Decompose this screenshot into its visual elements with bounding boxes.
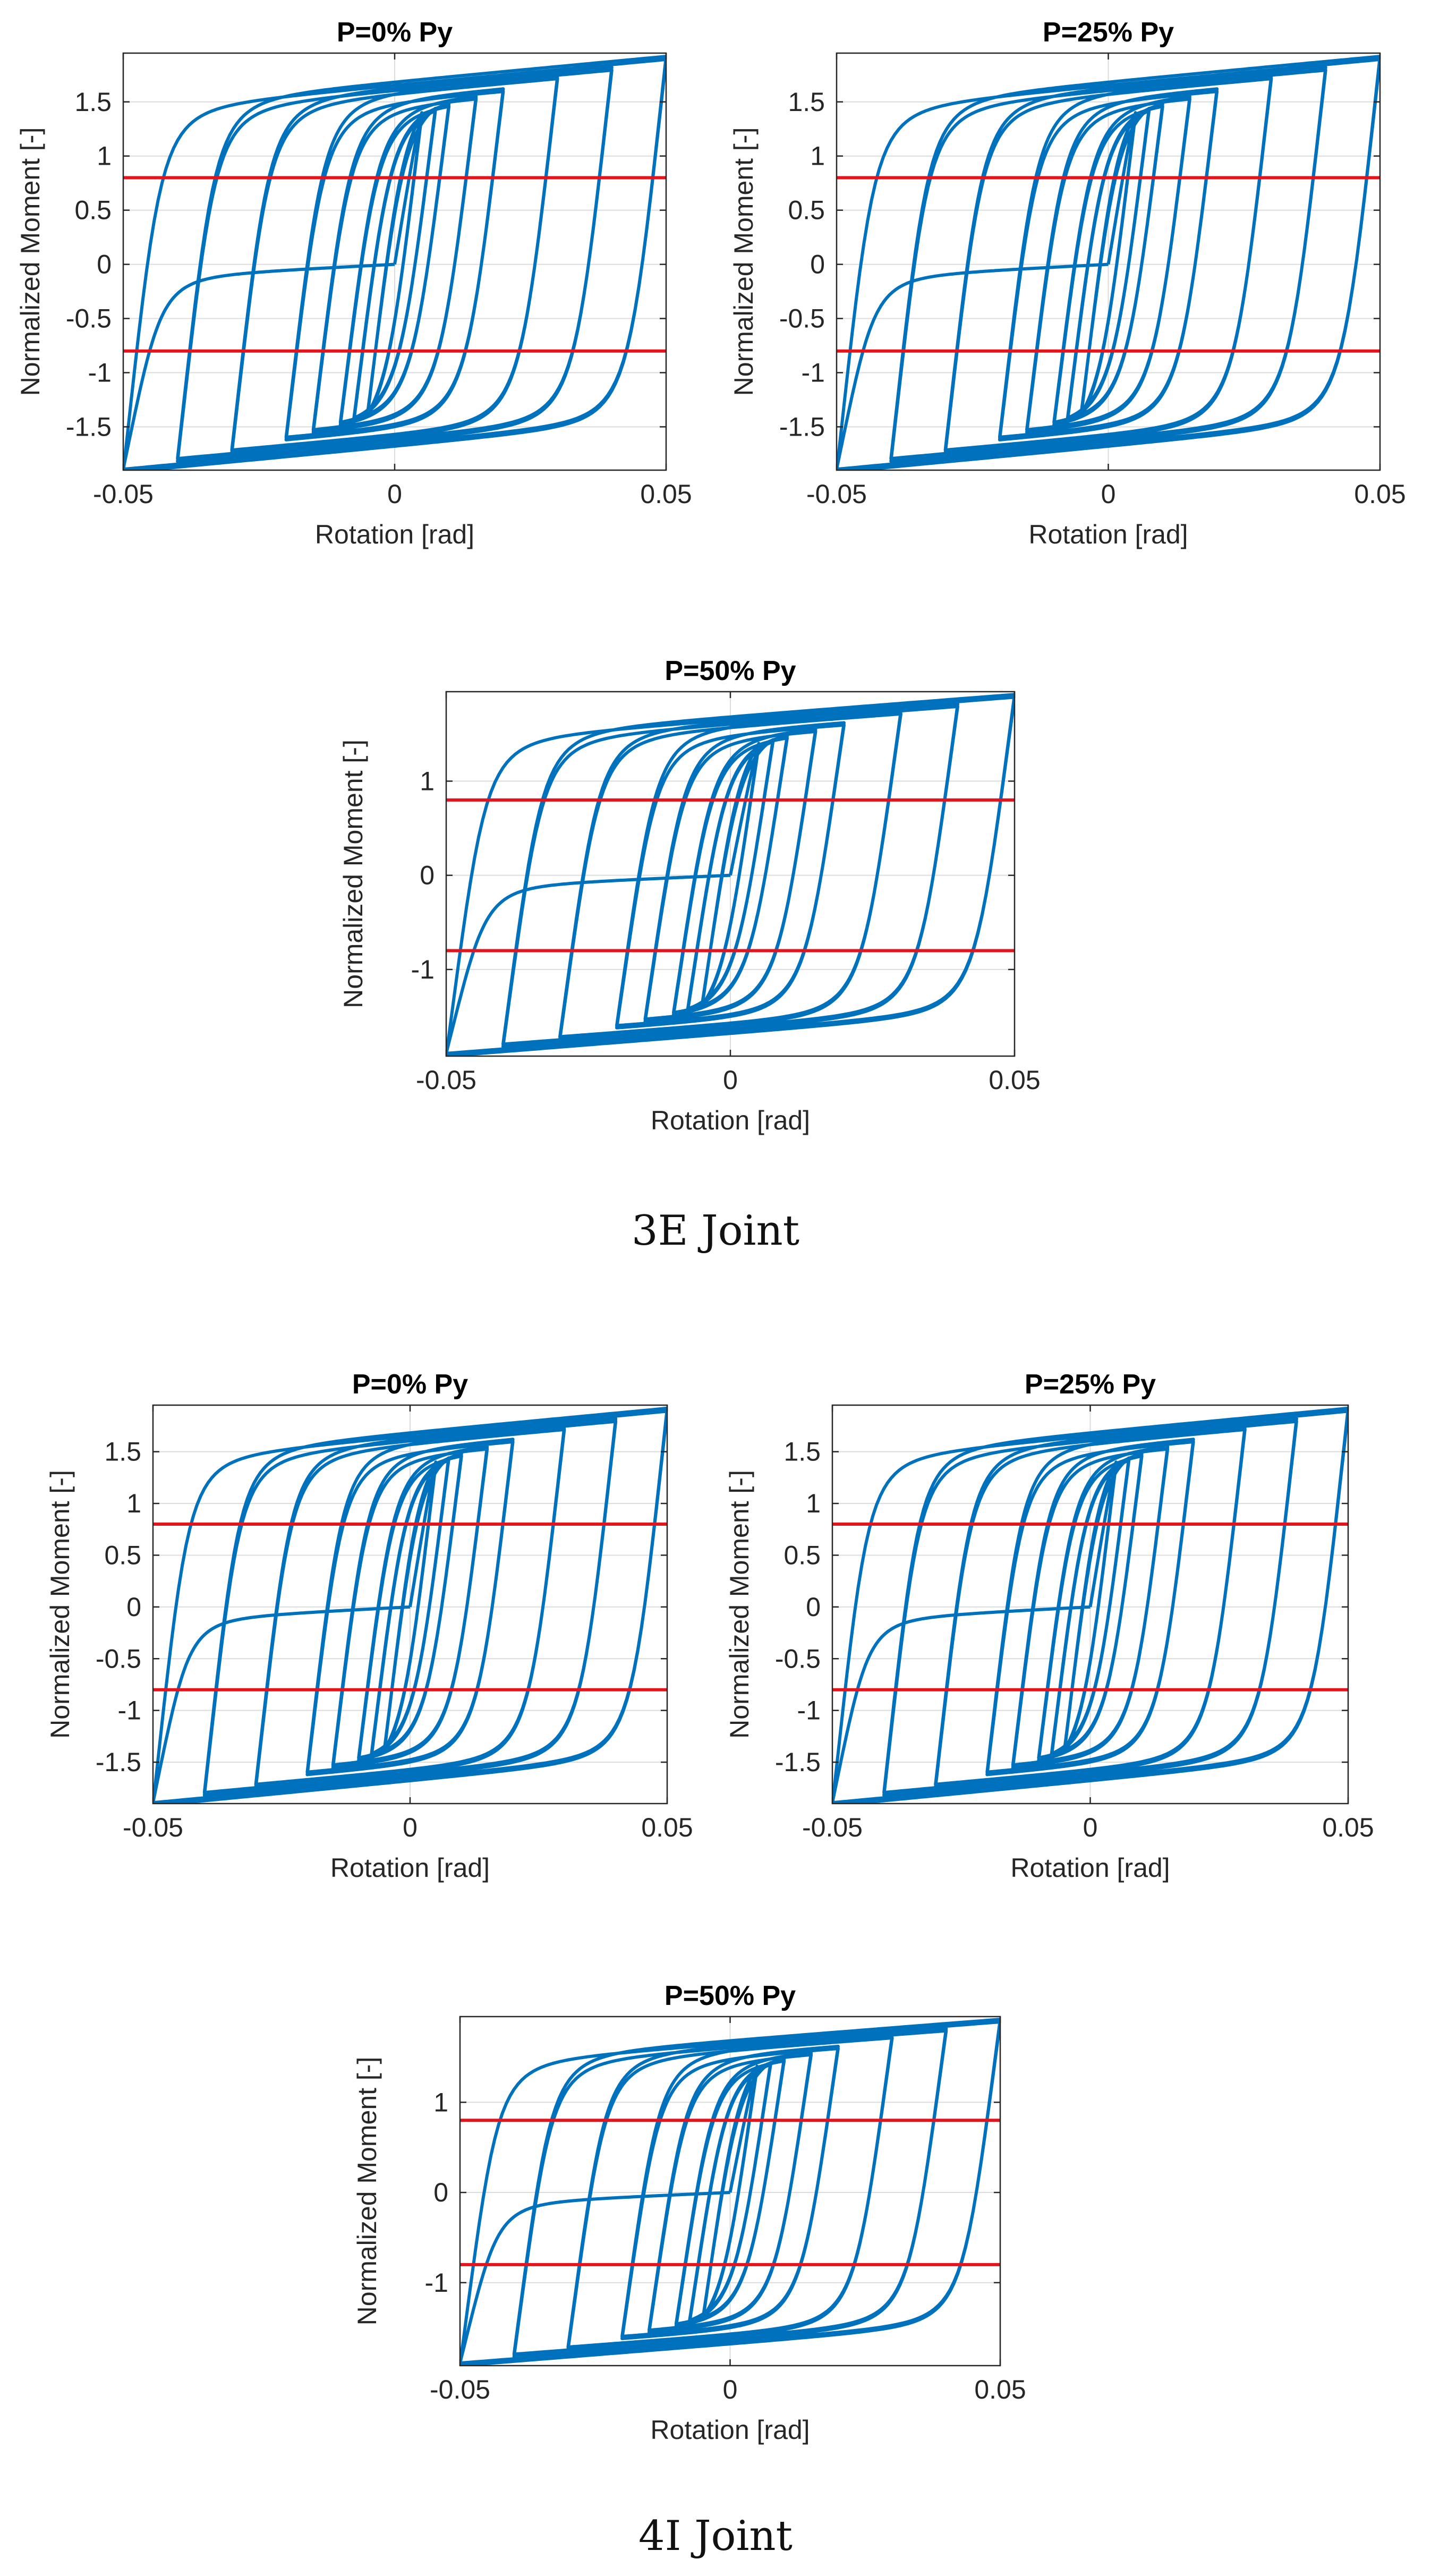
y-tick-label: 1.5 <box>104 1437 141 1467</box>
x-tick-label: 0.05 <box>641 1813 693 1842</box>
y-tick-label: 0.5 <box>74 195 112 225</box>
y-tick-label: 1 <box>126 1489 141 1518</box>
y-tick-label: -0.5 <box>779 304 825 334</box>
subplot-title: P=50% Py <box>665 656 796 686</box>
x-tick-label: 0.05 <box>1322 1813 1374 1842</box>
subplot-6: -0.05 0 0.05 -1 0 1 P=50% Py Rotation [rad] Norm… <box>352 1980 1026 2445</box>
subplot-3: -0.05 0 0.05 -1 0 1 P=50% Py Rotation [rad] Norm… <box>338 656 1041 1135</box>
y-tick-label: -1 <box>118 1696 141 1725</box>
y-tick-label: -0.5 <box>775 1644 821 1673</box>
x-tick-label: 0 <box>1101 479 1116 509</box>
x-axis-label: Rotation [rad] <box>1028 520 1188 549</box>
y-tick-label: 0 <box>806 1592 821 1622</box>
y-tick-label: 1 <box>433 2087 448 2117</box>
x-tick-label: -0.05 <box>93 479 154 509</box>
y-tick-label: 0 <box>97 250 112 279</box>
y-axis-label: Normalized Moment [-] <box>45 1470 75 1739</box>
y-tick-label: 1 <box>97 141 112 171</box>
y-tick-label: -1.5 <box>775 1747 821 1777</box>
x-axis-label: Rotation [rad] <box>650 2415 810 2445</box>
x-tick-label: -0.05 <box>802 1813 863 1842</box>
subplot-title: P=25% Py <box>1043 17 1174 48</box>
x-axis-label: Rotation [rad] <box>651 1106 810 1135</box>
y-tick-label: 0 <box>126 1592 141 1622</box>
y-tick-label: -0.5 <box>66 304 112 334</box>
x-tick-label: -0.05 <box>416 1065 476 1095</box>
y-tick-label: -1 <box>411 955 435 984</box>
subplot-title: P=0% Py <box>352 1369 468 1400</box>
x-axis-label: Rotation [rad] <box>330 1853 490 1883</box>
y-tick-label: -0.5 <box>96 1644 141 1673</box>
x-tick-label: -0.05 <box>430 2375 490 2404</box>
y-tick-label: 0 <box>433 2178 448 2207</box>
y-tick-label: 1 <box>806 1489 821 1518</box>
y-tick-label: -1 <box>425 2268 448 2298</box>
y-tick-label: 1.5 <box>783 1437 821 1467</box>
subplot-title: P=0% Py <box>337 17 453 48</box>
y-axis-label: Normalized Moment [-] <box>338 739 368 1008</box>
hysteresis-series-line <box>446 693 1015 1056</box>
x-tick-label: 0 <box>387 479 402 509</box>
x-tick-label: 0 <box>1083 1813 1098 1842</box>
y-axis-label: Normalized Moment [-] <box>15 127 45 396</box>
hysteresis-series-line <box>123 55 666 470</box>
y-tick-label: 1.5 <box>74 87 112 117</box>
hysteresis-series-line <box>832 1406 1348 1804</box>
y-tick-label: 1.5 <box>788 87 825 117</box>
y-tick-label: 1 <box>810 141 825 171</box>
x-tick-label: 0.05 <box>1354 479 1406 509</box>
x-tick-label: -0.05 <box>806 479 867 509</box>
x-tick-label: 0.05 <box>974 2375 1026 2404</box>
y-axis-label: Normalized Moment [-] <box>352 2057 382 2326</box>
caption-3e-joint: 3E Joint <box>631 1207 800 1255</box>
subplot-title: P=25% Py <box>1025 1369 1156 1400</box>
x-axis-label: Rotation [rad] <box>315 520 474 549</box>
y-tick-label: 0.5 <box>104 1540 141 1570</box>
y-tick-label: 1 <box>420 766 435 796</box>
caption-4i-joint: 4I Joint <box>638 2512 793 2560</box>
y-tick-label: -1 <box>88 358 112 387</box>
subplot-5: -0.05 0 0.05 -1.5 -1 -0.5 0 0.5 1 1.5 P=25% Py Rota… <box>725 1369 1374 1883</box>
y-tick-label: -1.5 <box>66 412 112 441</box>
subplot-4: -0.05 0 0.05 -1.5 -1 -0.5 0 0.5 1 1.5 P=0% Py Rotat… <box>45 1369 693 1883</box>
hysteresis-series-line <box>460 2018 1000 2366</box>
hysteresis-series-line <box>837 55 1380 470</box>
hysteresis-series-line <box>153 1406 667 1804</box>
y-tick-label: 0.5 <box>788 195 825 225</box>
subplot-title: P=50% Py <box>665 1980 796 2011</box>
x-tick-label: 0 <box>723 1065 738 1095</box>
y-tick-label: 0 <box>420 861 435 890</box>
y-tick-label: -1.5 <box>96 1747 141 1777</box>
y-tick-label: 0 <box>810 250 825 279</box>
x-tick-label: 0 <box>403 1813 418 1842</box>
subplot-1: -0.05 0 0.05 -1.5 -1 -0.5 0 0.5 1 1.5 P=0% Py Rotat… <box>15 17 692 549</box>
x-tick-label: -0.05 <box>123 1813 183 1842</box>
y-axis-label: Normalized Moment [-] <box>729 127 759 396</box>
x-tick-label: 0.05 <box>640 479 692 509</box>
y-tick-label: -1 <box>802 358 825 387</box>
y-tick-label: -1.5 <box>779 412 825 441</box>
y-axis-label: Normalized Moment [-] <box>725 1470 754 1739</box>
x-tick-label: 0 <box>723 2375 738 2404</box>
y-tick-label: 0.5 <box>783 1540 821 1570</box>
x-axis-label: Rotation [rad] <box>1010 1853 1170 1883</box>
x-tick-label: 0.05 <box>989 1065 1040 1095</box>
subplot-2: -0.05 0 0.05 -1.5 -1 -0.5 0 0.5 1 1.5 P=25% Py Rota… <box>729 17 1406 549</box>
y-tick-label: -1 <box>797 1696 821 1725</box>
